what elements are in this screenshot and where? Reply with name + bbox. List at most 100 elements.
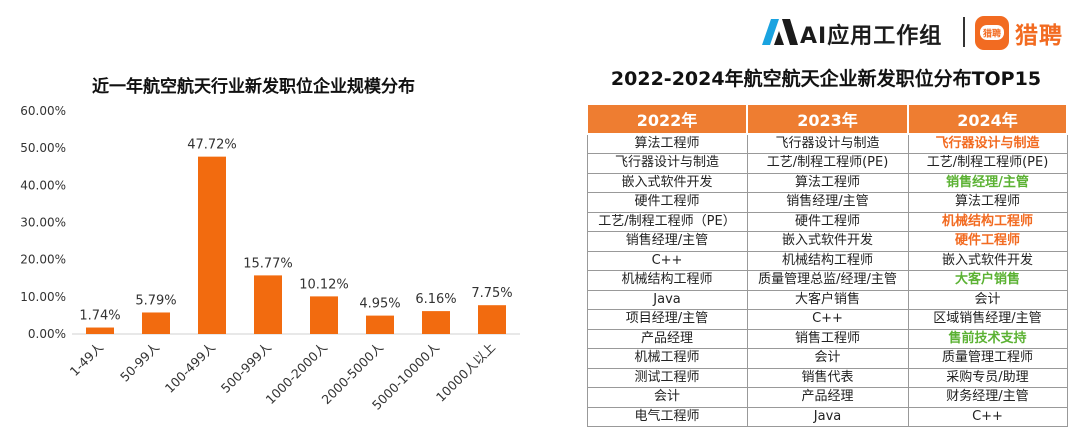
cell-2022: 产品经理 bbox=[586, 328, 748, 349]
x-axis-labels: 1-49人 50-99人 100-499人 500-999人1000-2000人200… bbox=[67, 339, 499, 413]
bar-value-label: 10.12% bbox=[299, 277, 349, 292]
cell-2024: 算法工程师 bbox=[907, 192, 1068, 213]
table-body: 算法工程师 飞行器设计与制造 飞行器设计与制造 飞行器设计与制造 工艺/制程工程师(PE… bbox=[586, 133, 1068, 427]
cell-2024: 机械结构工程师 bbox=[907, 211, 1068, 232]
liepin-logo: 猎聘 bbox=[975, 16, 1009, 50]
x-tick-label: 10000人以上 bbox=[433, 340, 498, 405]
cell-2024: 售前技术支持 bbox=[907, 328, 1068, 349]
cell-2024: 质量管理工程师 bbox=[907, 348, 1068, 369]
cell-2023: 销售代表 bbox=[746, 367, 909, 388]
cell-2023: 大客户销售 bbox=[746, 289, 909, 310]
y-tick-label: 50.00% bbox=[20, 141, 66, 155]
liepin-brand-name: 猎聘 bbox=[1015, 23, 1063, 49]
header-2022: 2022年 bbox=[586, 103, 748, 135]
cell-2023: 硬件工程师 bbox=[746, 211, 909, 232]
svg-text:猎聘: 猎聘 bbox=[983, 28, 1001, 40]
header-2024: 2024年 bbox=[907, 103, 1068, 135]
table-row: 会计 产品经理 财务经理/主管 bbox=[586, 387, 1068, 408]
bar bbox=[478, 305, 506, 334]
bar-value-label: 5.79% bbox=[135, 293, 176, 308]
cell-2022: 项目经理/主管 bbox=[586, 309, 748, 330]
table-header-row: 2022年 2023年 2024年 bbox=[586, 103, 1068, 135]
table-row: Java 大客户销售 会计 bbox=[586, 289, 1068, 310]
cell-2022: 飞行器设计与制造 bbox=[586, 153, 748, 174]
header-2023: 2023年 bbox=[746, 103, 909, 135]
y-tick-label: 10.00% bbox=[20, 290, 66, 304]
cell-2024: 工艺/制程工程师(PE) bbox=[907, 153, 1068, 174]
table-row: 销售经理/主管 嵌入式软件开发 硬件工程师 bbox=[586, 231, 1068, 252]
cell-2022: 测试工程师 bbox=[586, 367, 748, 388]
bar bbox=[422, 311, 450, 334]
top15-table: 2022年 2023年 2024年 算法工程师 飞行器设计与制造 飞行器设计与制造飞… bbox=[586, 103, 1068, 427]
cell-2023: 产品经理 bbox=[746, 387, 909, 408]
cell-2024: 区域销售经理/主管 bbox=[907, 309, 1068, 330]
y-tick-label: 20.00% bbox=[20, 253, 66, 267]
x-tick-label: 500-999人 bbox=[218, 339, 275, 396]
table-row: 项目经理/主管 C++ 区域销售经理/主管 bbox=[586, 309, 1068, 330]
cell-2024: 会计 bbox=[907, 289, 1068, 310]
cell-2023: 销售工程师 bbox=[746, 328, 909, 349]
cell-2024: 嵌入式软件开发 bbox=[907, 250, 1068, 271]
cell-2023: 飞行器设计与制造 bbox=[746, 133, 909, 154]
bar-value-label: 7.75% bbox=[471, 286, 512, 301]
cell-2023: 算法工程师 bbox=[746, 172, 909, 193]
cell-2022: 机械结构工程师 bbox=[586, 270, 748, 291]
table-row: 机械工程师 会计 质量管理工程师 bbox=[586, 348, 1068, 369]
cell-2022: 销售经理/主管 bbox=[586, 231, 748, 252]
bar bbox=[86, 327, 114, 334]
cell-2022: 电气工程师 bbox=[586, 406, 748, 427]
bar-chart: 0.00% 10.00% 20.00% 30.00% 40.00% 50.00% 60.00… bbox=[20, 104, 520, 413]
cell-2023: 嵌入式软件开发 bbox=[746, 231, 909, 252]
cell-2023: 销售经理/主管 bbox=[746, 192, 909, 213]
cell-2023: 机械结构工程师 bbox=[746, 250, 909, 271]
cell-2024: 销售经理/主管 bbox=[907, 172, 1068, 193]
cell-2024: 大客户销售 bbox=[907, 270, 1068, 291]
y-tick-label: 0.00% bbox=[28, 327, 66, 341]
bar-value-label: 47.72% bbox=[187, 138, 237, 153]
y-tick-label: 60.00% bbox=[20, 104, 66, 118]
table-row: 机械结构工程师 质量管理总监/经理/主管 大客户销售 bbox=[586, 270, 1068, 291]
table-row: 飞行器设计与制造 工艺/制程工程师(PE) 工艺/制程工程师(PE) bbox=[586, 153, 1068, 174]
x-tick-label: 100-499人 bbox=[162, 339, 219, 396]
x-tick-label: 1-49人 bbox=[67, 339, 107, 379]
cell-2024: 飞行器设计与制造 bbox=[907, 133, 1068, 154]
table-row: 电气工程师 Java C++ bbox=[586, 406, 1068, 427]
table-title: 2022-2024年航空航天企业新发职位分布TOP15 bbox=[610, 68, 1042, 90]
cell-2022: 算法工程师 bbox=[586, 133, 748, 154]
ai-group-label: AI应用工作组 bbox=[800, 24, 943, 49]
cell-2023: 会计 bbox=[746, 348, 909, 369]
cell-2022: 机械工程师 bbox=[586, 348, 748, 369]
liepin-logo-bubble: 猎聘 bbox=[980, 25, 1004, 40]
table-row: 测试工程师 销售代表 采购专员/助理 bbox=[586, 367, 1068, 388]
chart-title: 近一年航空航天行业新发职位企业规模分布 bbox=[92, 77, 415, 97]
bar bbox=[310, 296, 338, 334]
cell-2022: Java bbox=[586, 289, 748, 310]
brand-header: AI应用工作组 猎聘 猎聘 bbox=[762, 14, 1074, 52]
bar-value-label: 15.77% bbox=[243, 256, 293, 271]
table-row: 嵌入式软件开发 算法工程师 销售经理/主管 bbox=[586, 172, 1068, 193]
cell-2024: C++ bbox=[907, 406, 1068, 427]
cell-2022: 工艺/制程工程师（PE） bbox=[586, 211, 748, 232]
cell-2023: 工艺/制程工程师(PE) bbox=[746, 153, 909, 174]
x-tick-label: 50-99人 bbox=[117, 339, 162, 384]
cell-2024: 采购专员/助理 bbox=[907, 367, 1068, 388]
table-row: 产品经理 销售工程师 售前技术支持 bbox=[586, 328, 1068, 349]
bar-value-label: 1.74% bbox=[79, 309, 120, 324]
bar-value-label: 4.95% bbox=[359, 297, 400, 312]
brand-divider bbox=[963, 17, 965, 47]
cell-2022: C++ bbox=[586, 250, 748, 271]
cell-2024: 财务经理/主管 bbox=[907, 387, 1068, 408]
y-tick-label: 30.00% bbox=[20, 216, 66, 230]
cell-2023: Java bbox=[746, 406, 909, 427]
bar bbox=[142, 312, 170, 334]
ai-logo-icon bbox=[762, 19, 798, 45]
value-labels: 1.74% 5.79% 47.72% 15.77% 10.12% 4.95% 6.16% 7.… bbox=[79, 138, 512, 324]
bar-series bbox=[86, 156, 506, 334]
cell-2022: 嵌入式软件开发 bbox=[586, 172, 748, 193]
bar bbox=[198, 156, 226, 334]
bar bbox=[254, 275, 282, 334]
table-row: C++ 机械结构工程师 嵌入式软件开发 bbox=[586, 250, 1068, 271]
cell-2022: 会计 bbox=[586, 387, 748, 408]
table-row: 工艺/制程工程师（PE） 硬件工程师 机械结构工程师 bbox=[586, 211, 1068, 232]
table-row: 算法工程师 飞行器设计与制造 飞行器设计与制造 bbox=[586, 133, 1068, 154]
